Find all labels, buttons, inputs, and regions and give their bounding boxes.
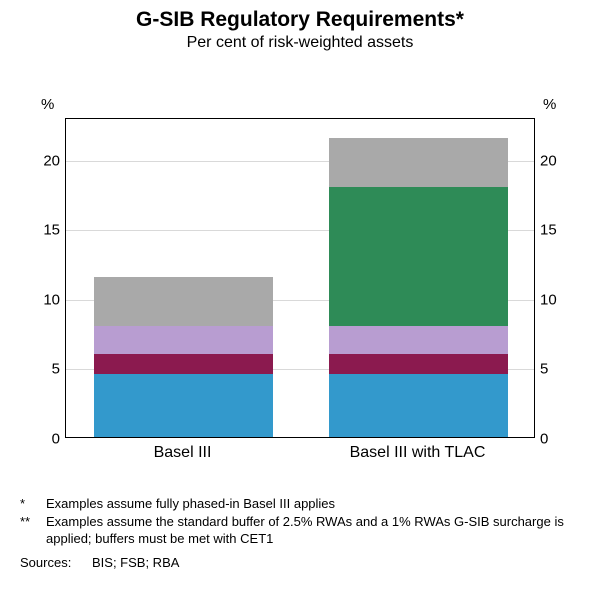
bar-segment — [94, 354, 273, 375]
y-tick-right: 5 — [534, 361, 548, 378]
chart-subtitle: Per cent of risk-weighted assets — [0, 32, 600, 58]
bar — [329, 117, 508, 437]
plot-area: 0055101015152020 — [65, 118, 535, 438]
y-unit-right: % — [543, 96, 556, 113]
bar-segment — [329, 354, 508, 375]
y-tick-left: 20 — [43, 152, 66, 169]
y-unit-left: % — [41, 96, 54, 113]
bar — [94, 117, 273, 437]
y-tick-left: 10 — [43, 291, 66, 308]
footnote-marker: ** — [20, 513, 38, 548]
x-category-label: Basel III — [65, 444, 300, 462]
y-tick-left: 5 — [52, 361, 66, 378]
chart-area: %%CET1Additional Tier 1Tier 2Other TLACB… — [0, 58, 600, 518]
sources-text: BIS; FSB; RBA — [92, 554, 179, 572]
bar-segment — [94, 277, 273, 326]
sources: Sources: BIS; FSB; RBA — [20, 554, 580, 572]
bar-segment — [329, 374, 508, 437]
bar-segment — [329, 138, 508, 187]
y-tick-right: 15 — [534, 222, 557, 239]
bar-segment — [94, 326, 273, 354]
y-tick-left: 0 — [52, 431, 66, 448]
bar-segment — [329, 326, 508, 354]
footnote-marker: * — [20, 495, 38, 513]
footnotes: * Examples assume fully phased-in Basel I… — [20, 495, 580, 571]
y-tick-right: 20 — [534, 152, 557, 169]
footnote: * Examples assume fully phased-in Basel I… — [20, 495, 580, 513]
footnote: **Examples assume the standard buffer of… — [20, 513, 580, 548]
bar-segment — [94, 374, 273, 437]
footnote-text: Examples assume the standard buffer of 2… — [46, 513, 580, 548]
bar-segment — [329, 187, 508, 326]
y-tick-left: 15 — [43, 222, 66, 239]
sources-label: Sources: — [20, 554, 84, 572]
footnote-text: Examples assume fully phased-in Basel II… — [46, 495, 335, 513]
chart-title: G-SIB Regulatory Requirements* — [0, 0, 600, 32]
y-tick-right: 10 — [534, 291, 557, 308]
y-tick-right: 0 — [534, 431, 548, 448]
x-category-label: Basel III with TLAC — [300, 444, 535, 462]
